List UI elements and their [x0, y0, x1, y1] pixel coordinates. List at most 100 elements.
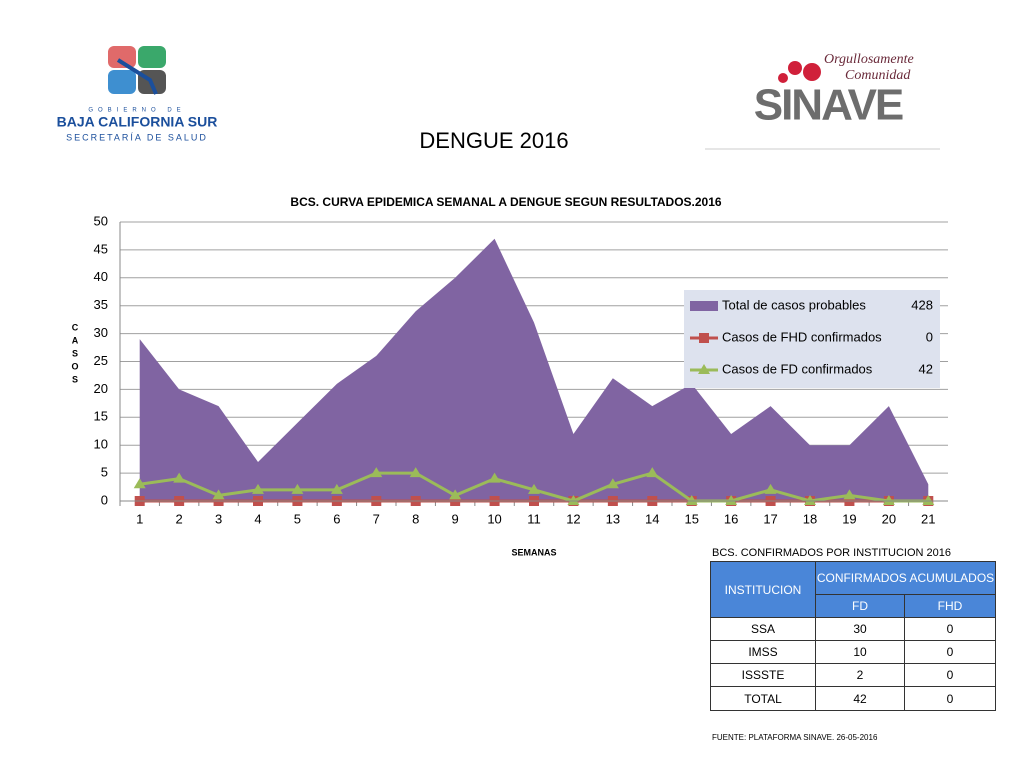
y-tick-label: 45	[94, 241, 108, 256]
legend-total: 42	[919, 361, 933, 376]
y-tick-label: 40	[94, 269, 108, 284]
chart-title: BCS. CURVA EPIDEMICA SEMANAL A DENGUE SE…	[290, 195, 722, 209]
x-tick-label: 20	[882, 511, 896, 526]
institution-table: INSTITUCION CONFIRMADOS ACUMULADOS FD FHD …	[710, 561, 996, 711]
chart: BCS. CURVA EPIDEMICA SEMANAL A DENGUE SE…	[70, 195, 948, 557]
marker	[882, 495, 895, 505]
table-cell: ISSSTE	[710, 663, 816, 687]
marker	[646, 467, 659, 478]
table-row: IMSS 10 0	[710, 640, 996, 664]
marker	[449, 489, 462, 500]
y-tick-label: 35	[94, 297, 108, 312]
legend-total: 0	[926, 329, 933, 344]
x-tick-label: 6	[333, 511, 340, 526]
logo-top-line: GOBIERNO DE	[88, 108, 185, 114]
table-cell: 0	[904, 686, 996, 711]
table-cell: 0	[904, 663, 996, 687]
x-tick-label: 13	[606, 511, 620, 526]
x-tick-label: 2	[176, 511, 183, 526]
x-tick-label: 11	[527, 511, 541, 526]
table-cell: 0	[904, 640, 996, 664]
x-tick-label: 9	[452, 511, 459, 526]
marker	[370, 467, 383, 478]
y-tick-label: 50	[94, 213, 108, 228]
x-tick-label: 17	[763, 511, 777, 526]
legend-swatch	[690, 301, 718, 311]
x-tick-label: 8	[412, 511, 419, 526]
y-axis-label: CASOS	[70, 323, 80, 388]
legend-label: Casos de FD confirmados	[722, 361, 873, 376]
x-tick-label: 5	[294, 511, 301, 526]
table-row: TOTAL 42 0	[710, 686, 996, 711]
marker	[409, 467, 422, 478]
table-cell: TOTAL	[710, 686, 816, 711]
sinave-logo	[705, 61, 940, 150]
legend-total: 428	[911, 297, 933, 312]
table-row: ISSSTE 2 0	[710, 663, 996, 687]
marker	[212, 489, 225, 500]
x-tick-label: 10	[487, 511, 501, 526]
marker	[685, 495, 698, 505]
x-tick-label: 21	[921, 511, 935, 526]
table-cell: SSA	[710, 617, 816, 641]
marker	[764, 483, 777, 494]
logo-tagline: Comunidad	[845, 68, 911, 83]
x-tick-label: 19	[842, 511, 856, 526]
marker	[725, 495, 738, 505]
header-cell: FHD	[904, 594, 996, 618]
logo-tagline: Orgullosamente	[824, 52, 914, 67]
x-tick-label: 14	[645, 511, 659, 526]
page-title: DENGUE 2016	[419, 128, 568, 153]
marker	[330, 483, 343, 494]
marker	[488, 472, 501, 483]
x-tick-label: 18	[803, 511, 817, 526]
marker	[606, 478, 619, 489]
x-tick-label: 7	[373, 511, 380, 526]
logo-name: BAJA CALIFORNIA SUR	[57, 114, 218, 130]
legend	[684, 290, 940, 388]
header-cell: CONFIRMADOS ACUMULADOS	[815, 561, 996, 595]
x-tick-label: 3	[215, 511, 222, 526]
x-tick-label: 4	[254, 511, 261, 526]
table-cell: 10	[815, 640, 905, 664]
x-axis-label: SEMANAS	[511, 547, 556, 557]
footnote: FUENTE: PLATAFORMA SINAVE. 26-05-2016	[712, 733, 878, 742]
marker	[843, 489, 856, 500]
logo-department: SECRETARÍA DE SALUD	[66, 132, 208, 142]
x-tick-label: 12	[566, 511, 580, 526]
bcs-logo	[108, 46, 166, 95]
table-title: BCS. CONFIRMADOS POR INSTITUCION 2016	[712, 547, 951, 559]
table-cell: 42	[815, 686, 905, 711]
legend-marker	[699, 333, 709, 343]
y-tick-label: 0	[101, 492, 108, 507]
y-tick-label: 10	[94, 437, 108, 452]
marker	[567, 495, 580, 505]
y-tick-label: 25	[94, 353, 108, 368]
legend-label: Total de casos probables	[722, 297, 866, 312]
y-tick-label: 15	[94, 409, 108, 424]
logo-name: SINAVE	[754, 81, 903, 130]
table-cell: IMSS	[710, 640, 816, 664]
marker	[133, 478, 146, 489]
header-cell: FD	[815, 594, 905, 618]
x-tick-label: 1	[136, 511, 143, 526]
table-cell: 2	[815, 663, 905, 687]
table-row: SSA 30 0	[710, 617, 996, 641]
marker	[173, 472, 186, 483]
marker	[922, 495, 935, 505]
x-tick-label: 16	[724, 511, 738, 526]
marker	[804, 495, 816, 505]
y-tick-label: 5	[101, 465, 108, 480]
table-cell: 30	[815, 617, 905, 641]
header-cell: INSTITUCION	[710, 561, 816, 618]
x-tick-label: 15	[684, 511, 698, 526]
marker	[291, 483, 304, 494]
legend-label: Casos de FHD confirmados	[722, 329, 882, 344]
table-cell: 0	[904, 617, 996, 641]
y-tick-label: 20	[94, 381, 108, 396]
y-tick-label: 30	[94, 325, 108, 340]
marker	[252, 483, 264, 494]
legend-marker	[698, 364, 710, 374]
